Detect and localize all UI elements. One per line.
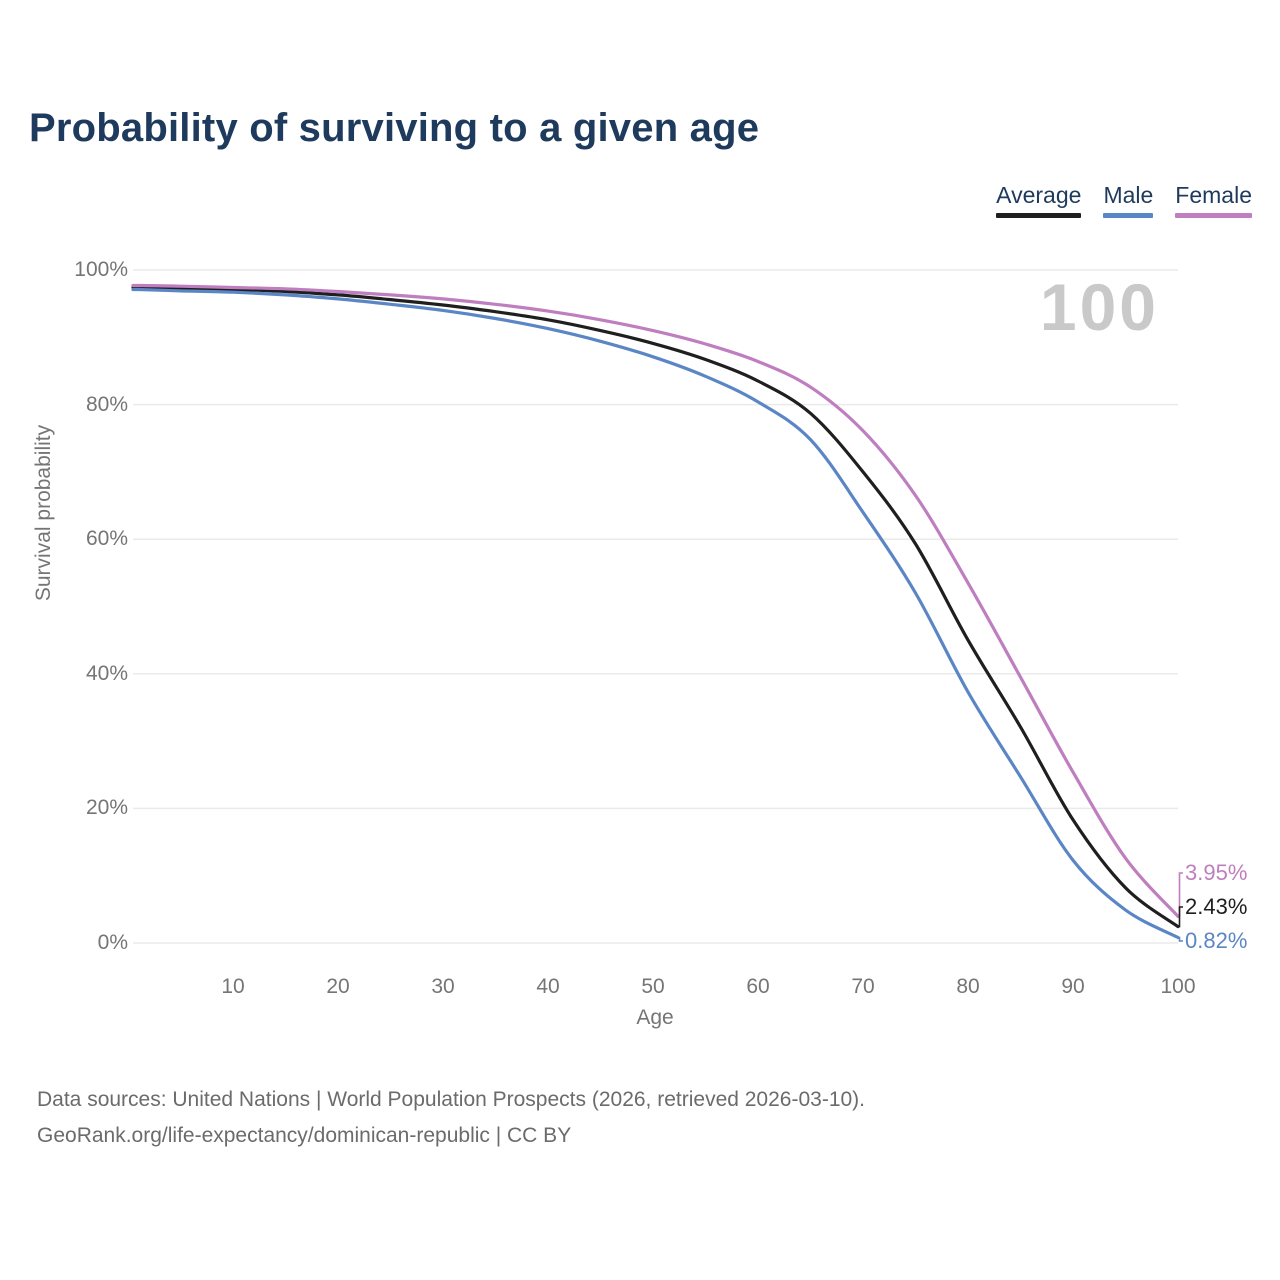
legend-label-average: Average — [996, 182, 1082, 208]
male-line[interactable] — [131, 287, 1180, 940]
legend: Average Male Female — [996, 182, 1252, 219]
age-watermark: 100 — [1039, 270, 1159, 344]
source-line-1: Data sources: United Nations | World Pop… — [37, 1088, 866, 1111]
data-source-note: Data sources: United Nations | World Pop… — [37, 1082, 865, 1154]
source-line-2: GeoRank.org/life-expectancy/dominican-re… — [37, 1124, 572, 1147]
legend-swatch-male — [1103, 213, 1154, 219]
female-line[interactable] — [131, 283, 1180, 918]
legend-label-female: Female — [1175, 182, 1252, 208]
x-axis-title: Age — [636, 1006, 674, 1029]
legend-label-male: Male — [1103, 182, 1154, 208]
legend-item-average[interactable]: Average — [996, 182, 1082, 219]
legend-item-female[interactable]: Female — [1175, 182, 1252, 219]
legend-item-male[interactable]: Male — [1103, 182, 1154, 219]
legend-swatch-average — [996, 213, 1082, 219]
average-label-connector — [1178, 906, 1183, 928]
legend-swatch-female — [1175, 213, 1252, 219]
average-line[interactable] — [131, 285, 1180, 929]
chart-title: Probability of surviving to a given age — [29, 106, 760, 150]
male-label-connector — [1178, 936, 1183, 942]
y-axis-title: Survival probability — [32, 424, 55, 602]
